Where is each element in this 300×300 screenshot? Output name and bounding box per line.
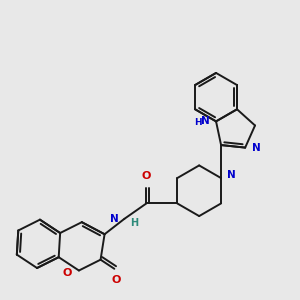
- Text: H: H: [130, 218, 138, 228]
- Text: O: O: [142, 171, 151, 182]
- Text: O: O: [112, 275, 121, 285]
- Text: N: N: [252, 142, 260, 153]
- Text: O: O: [63, 268, 72, 278]
- Text: H: H: [194, 118, 202, 127]
- Text: N: N: [201, 116, 209, 126]
- Text: N: N: [226, 170, 235, 180]
- Text: N: N: [110, 214, 119, 224]
